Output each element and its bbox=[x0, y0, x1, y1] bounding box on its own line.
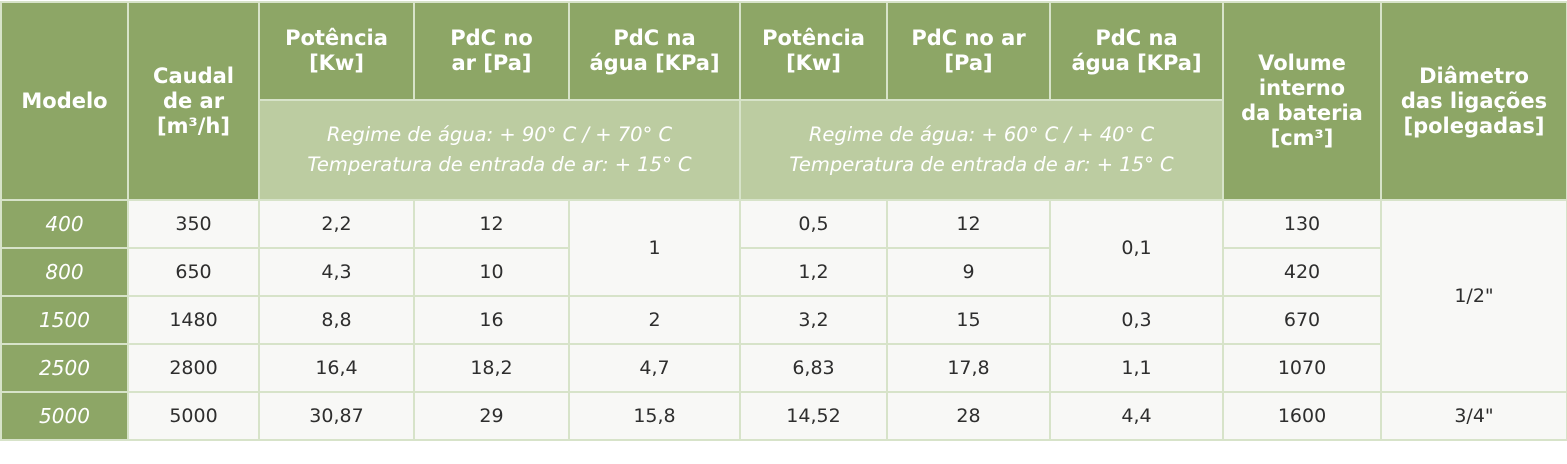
cell-pdc-ar-1: 10 bbox=[413, 247, 570, 297]
table-row: 5000 5000 30,87 29 15,8 14,52 28 4,4 160… bbox=[0, 391, 1567, 441]
table-row: 400 350 2,2 12 1 0,5 12 0,1 130 1/2" bbox=[0, 199, 1567, 393]
cell-pdc-ar-1: 29 bbox=[413, 391, 570, 441]
cell-modelo: 400 bbox=[0, 199, 129, 249]
header-pdc-ar-1: PdC no ar [Pa] bbox=[413, 1, 570, 101]
header-pdc-agua-1: PdC na água [KPa] bbox=[568, 1, 741, 101]
cell-volume: 420 bbox=[1222, 247, 1382, 297]
cell-pdc-agua-1: 15,8 bbox=[568, 391, 741, 441]
table-row: 800 650 4,3 10 1,2 9 420 bbox=[0, 247, 1567, 297]
cell-potencia-1: 2,2 bbox=[258, 199, 415, 249]
cell-pdc-ar-1: 16 bbox=[413, 295, 570, 345]
cell-modelo: 5000 bbox=[0, 391, 129, 441]
cell-modelo: 1500 bbox=[0, 295, 129, 345]
cell-potencia-2: 14,52 bbox=[739, 391, 888, 441]
cell-pdc-ar-2: 15 bbox=[886, 295, 1051, 345]
cell-potencia-1: 8,8 bbox=[258, 295, 415, 345]
cell-pdc-agua-1-merged: 1 bbox=[568, 199, 741, 297]
cell-pdc-ar-2: 12 bbox=[886, 199, 1051, 249]
cell-pdc-ar-2: 9 bbox=[886, 247, 1051, 297]
cell-volume: 1600 bbox=[1222, 391, 1382, 441]
cell-modelo: 2500 bbox=[0, 343, 129, 393]
header-potencia-1: Potência [Kw] bbox=[258, 1, 415, 101]
table-row: 1500 1480 8,8 16 2 3,2 15 0,3 670 bbox=[0, 295, 1567, 345]
cell-pdc-agua-1: 4,7 bbox=[568, 343, 741, 393]
header-diametro: Diâmetro das ligações [polegadas] bbox=[1380, 1, 1567, 201]
specs-table: Modelo Caudal de ar [m³/h] Potência [Kw] Pd… bbox=[0, 1, 1567, 441]
table-row: 2500 2800 16,4 18,2 4,7 6,83 17,8 1,1 10… bbox=[0, 343, 1567, 393]
cell-pdc-ar-1: 12 bbox=[413, 199, 570, 249]
header-caudal: Caudal de ar [m³/h] bbox=[127, 1, 260, 201]
regime-90-70: Regime de água: + 90° C / + 70° C Tempera… bbox=[258, 99, 741, 201]
cell-pdc-ar-1: 18,2 bbox=[413, 343, 570, 393]
cell-diametro-merged: 1/2" bbox=[1380, 199, 1567, 393]
cell-caudal: 5000 bbox=[127, 391, 260, 441]
cell-caudal: 650 bbox=[127, 247, 260, 297]
regime-60-40: Regime de água: + 60° C / + 40° C Tempera… bbox=[739, 99, 1224, 201]
cell-potencia-2: 1,2 bbox=[739, 247, 888, 297]
cell-potencia-2: 0,5 bbox=[739, 199, 888, 249]
cell-potencia-1: 16,4 bbox=[258, 343, 415, 393]
cell-potencia-2: 6,83 bbox=[739, 343, 888, 393]
cell-potencia-2: 3,2 bbox=[739, 295, 888, 345]
cell-potencia-1: 4,3 bbox=[258, 247, 415, 297]
cell-pdc-agua-1: 2 bbox=[568, 295, 741, 345]
cell-potencia-1: 30,87 bbox=[258, 391, 415, 441]
cell-volume: 1070 bbox=[1222, 343, 1382, 393]
header-modelo: Modelo bbox=[0, 1, 129, 201]
header-pdc-ar-2: PdC no ar [Pa] bbox=[886, 1, 1051, 101]
cell-diametro: 3/4" bbox=[1380, 391, 1567, 441]
cell-pdc-agua-2: 4,4 bbox=[1049, 391, 1224, 441]
cell-pdc-agua-2-merged: 0,1 bbox=[1049, 199, 1224, 297]
cell-pdc-agua-2: 1,1 bbox=[1049, 343, 1224, 393]
cell-pdc-agua-2: 0,3 bbox=[1049, 295, 1224, 345]
cell-caudal: 2800 bbox=[127, 343, 260, 393]
cell-modelo: 800 bbox=[0, 247, 129, 297]
cell-pdc-ar-2: 17,8 bbox=[886, 343, 1051, 393]
header-pdc-agua-2: PdC na água [KPa] bbox=[1049, 1, 1224, 101]
header-potencia-2: Potência [Kw] bbox=[739, 1, 888, 101]
cell-volume: 670 bbox=[1222, 295, 1382, 345]
header-volume: Volume interno da bateria [cm³] bbox=[1222, 1, 1382, 201]
cell-caudal: 350 bbox=[127, 199, 260, 249]
cell-volume: 130 bbox=[1222, 199, 1382, 249]
cell-pdc-ar-2: 28 bbox=[886, 391, 1051, 441]
cell-caudal: 1480 bbox=[127, 295, 260, 345]
